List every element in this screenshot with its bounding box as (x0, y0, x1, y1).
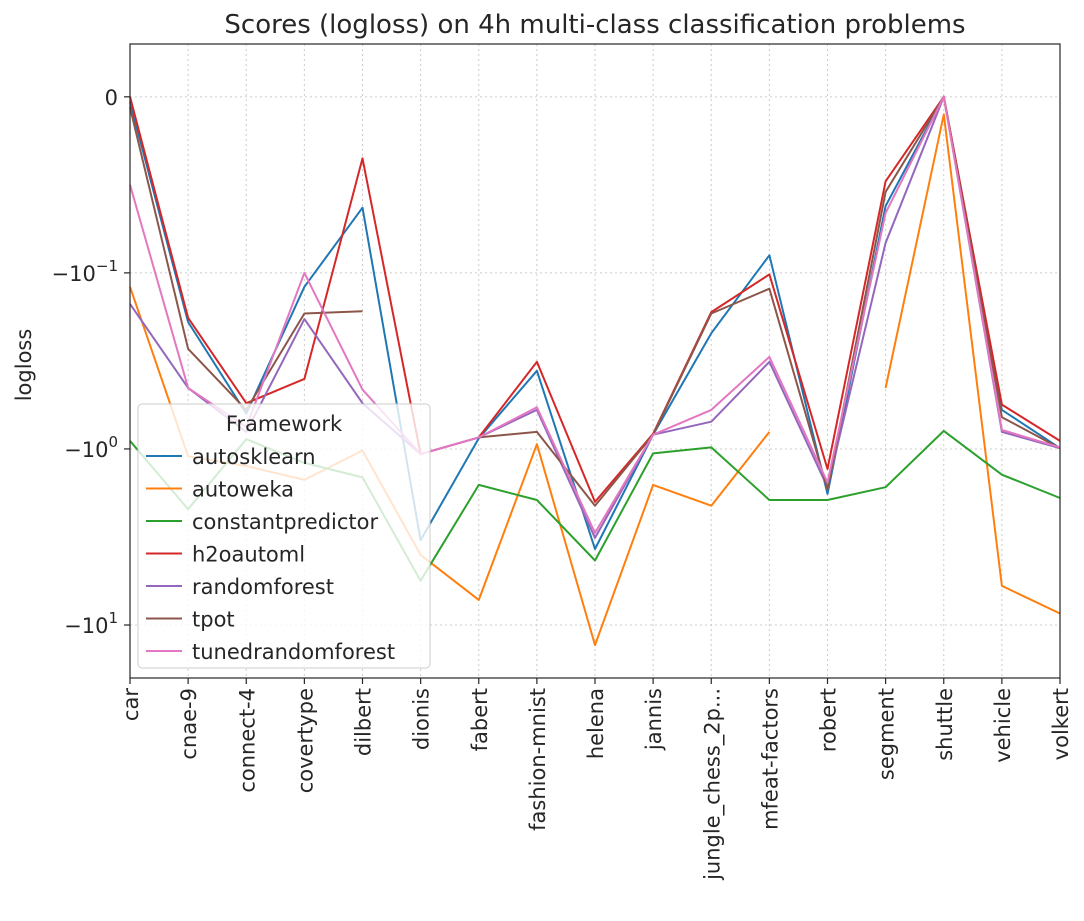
series-line-autoweka (884, 113, 1061, 615)
x-tick-label: dilbert (352, 688, 376, 756)
y-tick-label: −100 (64, 433, 118, 462)
x-tick-label: fashion-mnist (526, 688, 550, 831)
x-tick-label: jungle_chess_2p... (700, 688, 725, 881)
plot-frame (129, 43, 1061, 679)
x-tick-label: car (119, 688, 143, 721)
x-tick-label: robert (817, 688, 841, 752)
legend-entry-label: autoweka (192, 478, 294, 502)
y-axis-ticks: 0 −10−1 −100 −101 (52, 86, 130, 638)
series-lines (129, 95, 1061, 647)
legend-entry-label: h2oautoml (192, 543, 305, 567)
y-tick-label: −10−1 (52, 257, 118, 286)
legend-box (137, 403, 431, 669)
series-line-tunedrandomforest (129, 95, 1061, 534)
y-axis-label: logloss (12, 329, 36, 402)
x-tick-label: cnae-9 (177, 688, 201, 760)
x-axis-ticks: car cnae-9 connect-4 covertype dilbert dionis… (119, 678, 1073, 881)
legend: Framework autosklearn autoweka constantpred… (137, 403, 431, 669)
x-tick-label: segment (875, 688, 899, 780)
x-tick-label: volkert (1049, 688, 1073, 760)
x-tick-label: shuttle (933, 688, 957, 761)
x-tick-label: covertype (293, 688, 317, 793)
x-tick-label: jannis (642, 688, 666, 751)
series-line-autosklearn (129, 95, 1061, 550)
x-tick-label: fabert (468, 688, 492, 751)
x-tick-label: connect-4 (235, 688, 259, 793)
chart-title: Scores (logloss) on 4h multi-class class… (224, 10, 965, 40)
legend-entry-label: tunedrandomforest (192, 640, 395, 664)
series-line-h2oautoml (129, 95, 1061, 503)
y-tick-label: 0 (105, 86, 118, 110)
x-tick-label: dionis (410, 688, 434, 750)
y-tick-label: −101 (64, 609, 118, 638)
x-tick-label: mfeat-factors (758, 688, 782, 830)
legend-entry-label: randomforest (192, 575, 334, 599)
x-tick-label: helena (584, 688, 608, 759)
series-line-randomforest (129, 95, 1061, 539)
legend-entry-label: autosklearn (192, 445, 316, 469)
legend-entry-label: tpot (192, 608, 235, 632)
legend-title: Framework (226, 412, 343, 436)
x-tick-label: vehicle (991, 688, 1015, 763)
legend-entry-label: constantpredictor (192, 510, 379, 534)
